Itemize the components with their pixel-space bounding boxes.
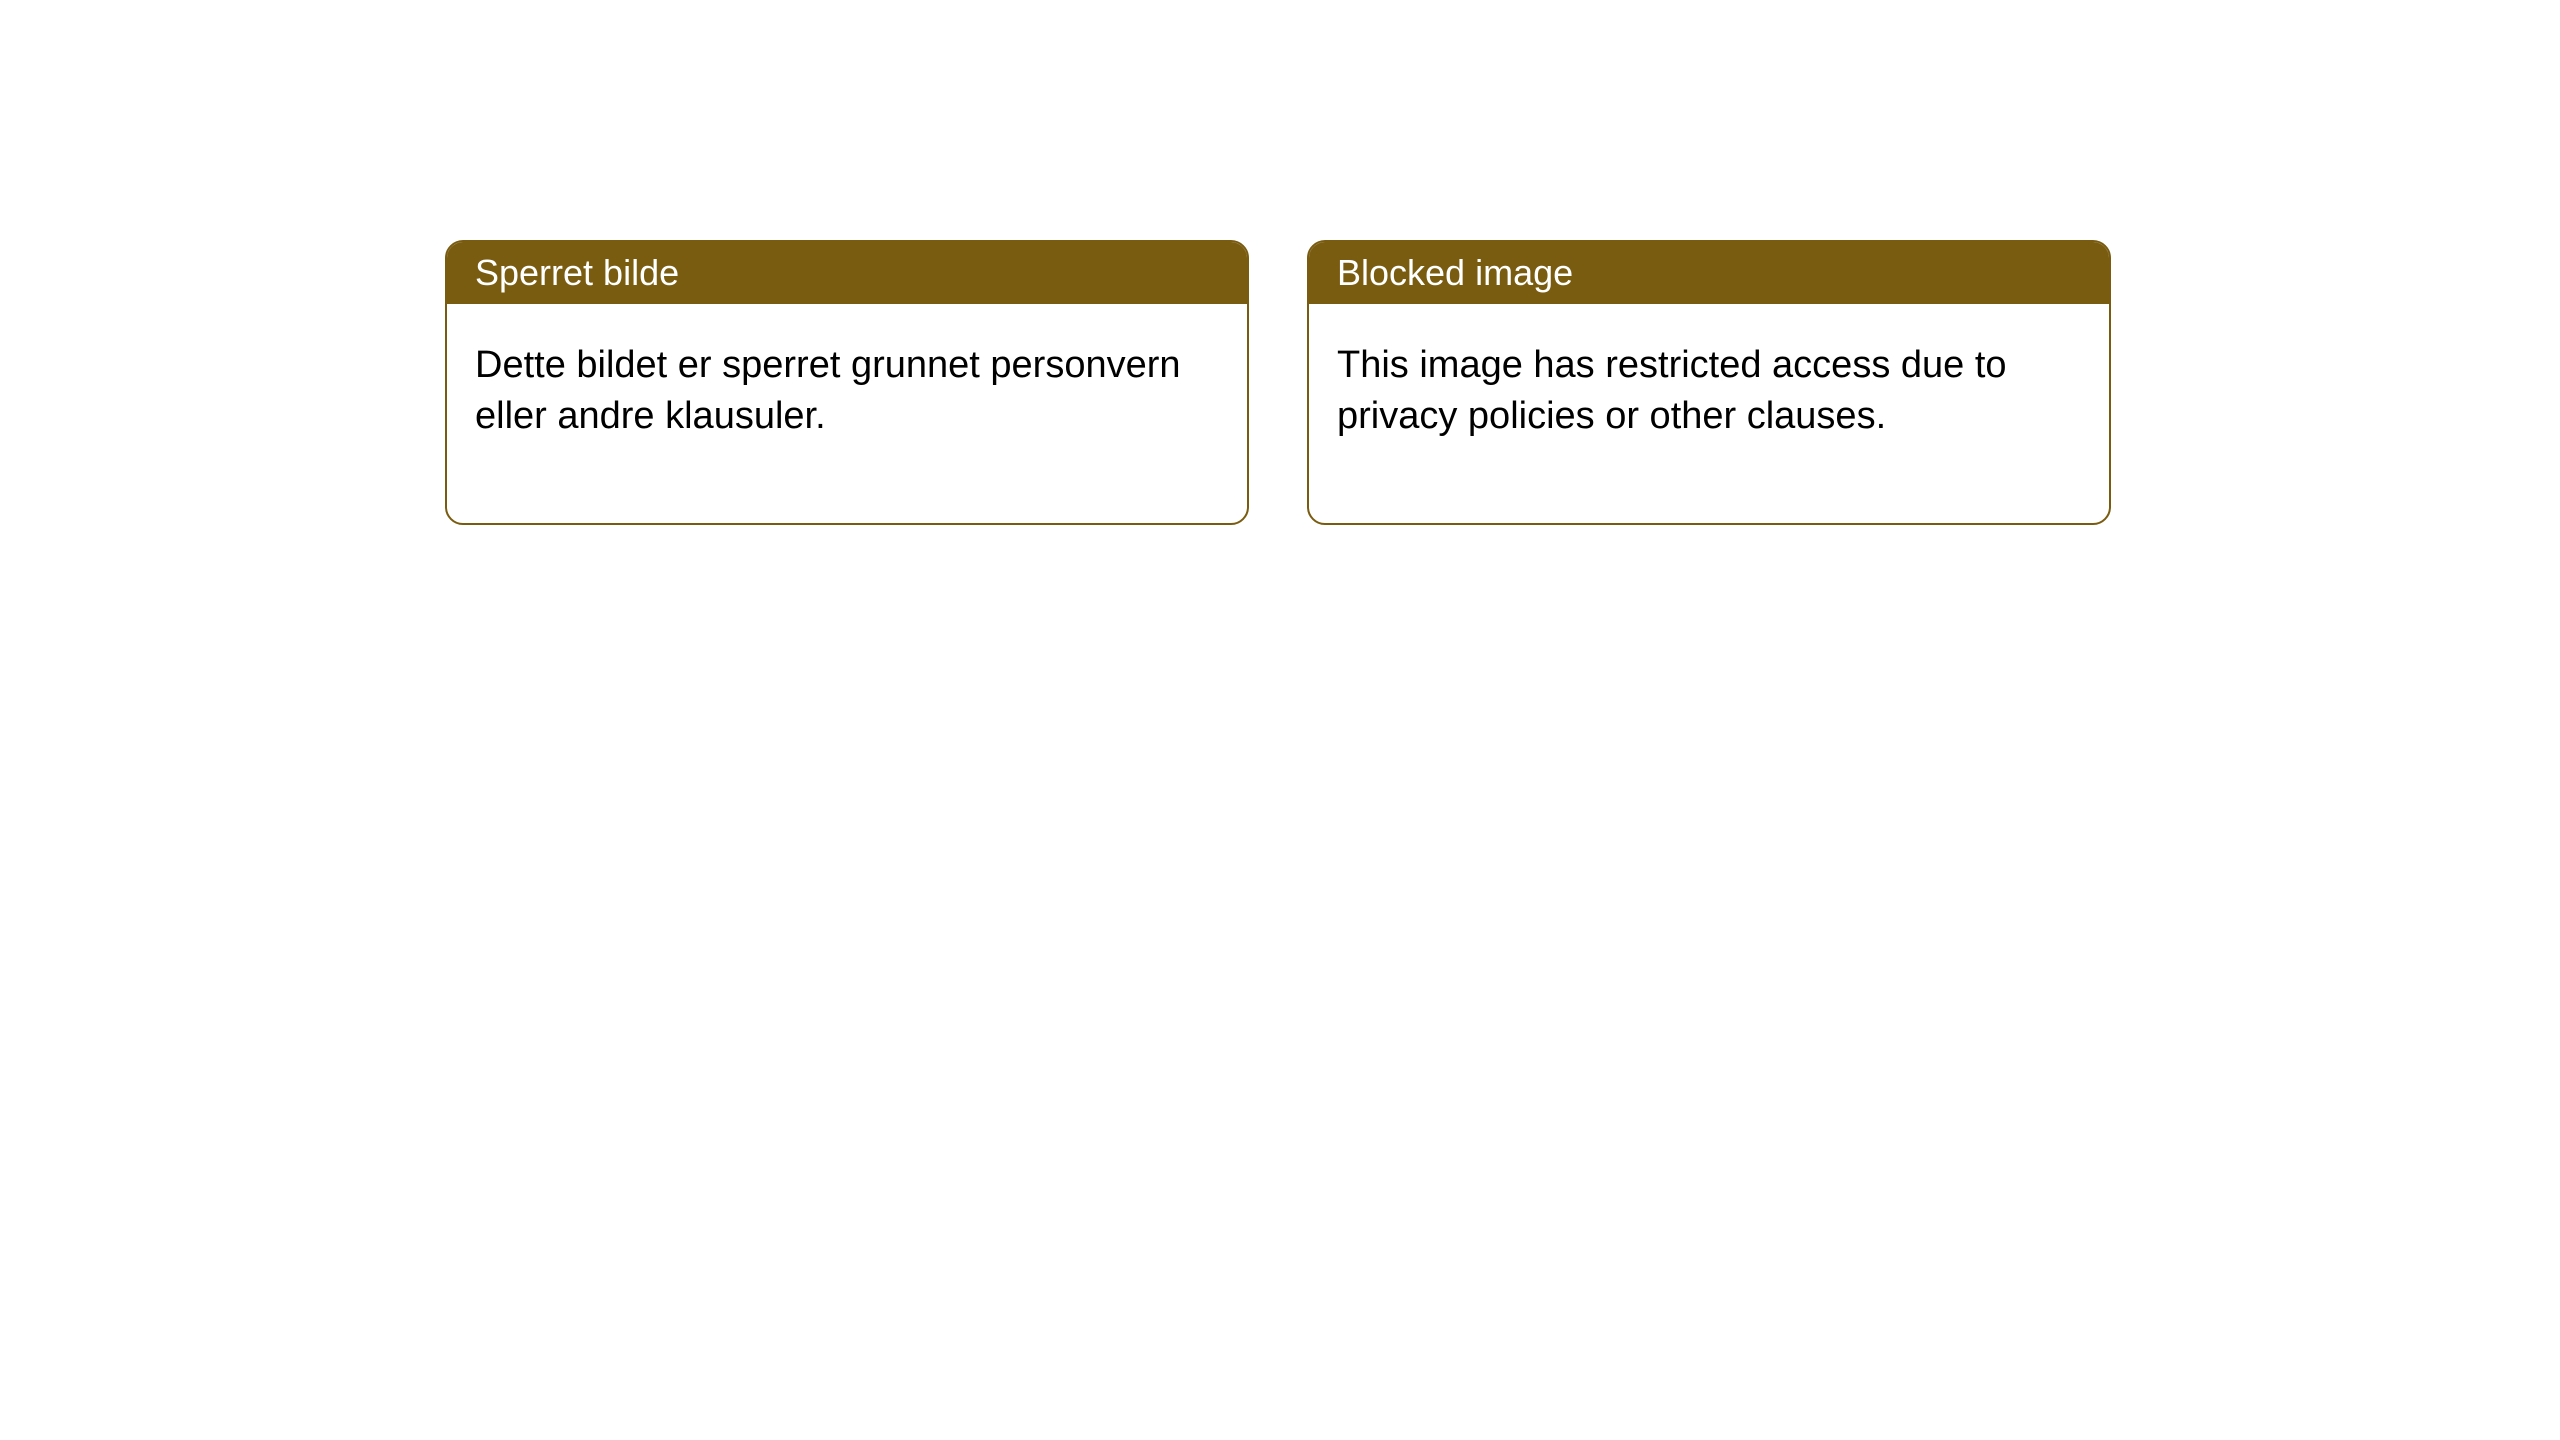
notice-container: Sperret bilde Dette bildet er sperret gr… bbox=[0, 0, 2560, 525]
notice-card-no: Sperret bilde Dette bildet er sperret gr… bbox=[445, 240, 1249, 525]
notice-body-en: This image has restricted access due to … bbox=[1309, 304, 2109, 523]
notice-title-en: Blocked image bbox=[1309, 242, 2109, 304]
notice-body-no: Dette bildet er sperret grunnet personve… bbox=[447, 304, 1247, 523]
notice-title-no: Sperret bilde bbox=[447, 242, 1247, 304]
notice-card-en: Blocked image This image has restricted … bbox=[1307, 240, 2111, 525]
